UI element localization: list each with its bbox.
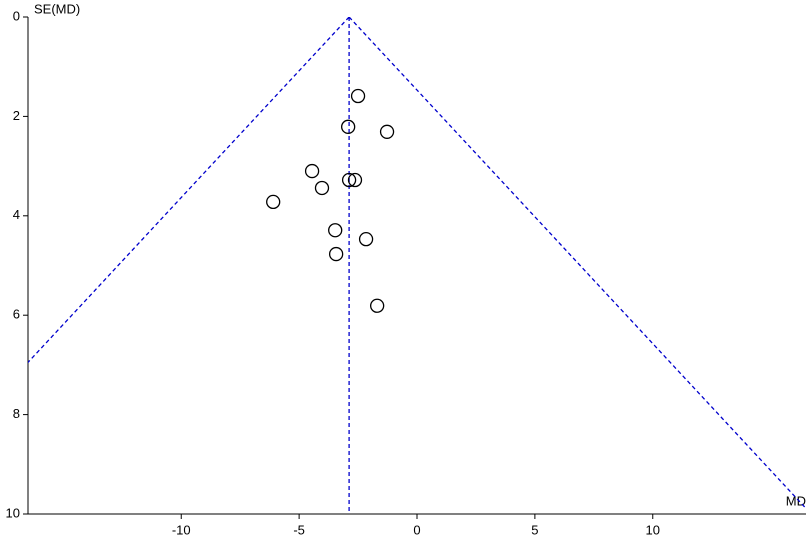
study-point xyxy=(341,172,357,188)
funnel-left xyxy=(28,17,350,364)
y-tick-label: 0 xyxy=(13,8,20,23)
y-tick-label: 6 xyxy=(13,307,20,322)
x-tick-label: 10 xyxy=(646,522,660,537)
study-point xyxy=(347,172,363,188)
study-point xyxy=(358,232,374,247)
study-point xyxy=(379,124,395,139)
y-tick-label: 2 xyxy=(13,108,20,123)
funnel xyxy=(28,17,806,514)
study-point xyxy=(341,119,356,134)
study-point xyxy=(328,223,343,238)
study-point xyxy=(350,88,366,104)
y-tick-label: 8 xyxy=(13,406,20,421)
y-tick-label: 10 xyxy=(6,505,20,520)
y-tick-label: 4 xyxy=(13,207,20,222)
x-tick-label: 5 xyxy=(531,522,538,537)
study-point xyxy=(370,298,385,313)
study-point xyxy=(304,163,320,179)
study-point xyxy=(266,194,281,210)
x-tick-label: -5 xyxy=(293,522,305,537)
study-point xyxy=(328,246,344,262)
x-tick-label: -10 xyxy=(172,522,191,537)
x-axis-label: MD xyxy=(786,493,806,508)
x-tick-label: 0 xyxy=(413,522,420,537)
y-axis-label: SE(MD) xyxy=(34,1,80,16)
study-point xyxy=(314,180,330,196)
funnel-right xyxy=(348,17,806,510)
